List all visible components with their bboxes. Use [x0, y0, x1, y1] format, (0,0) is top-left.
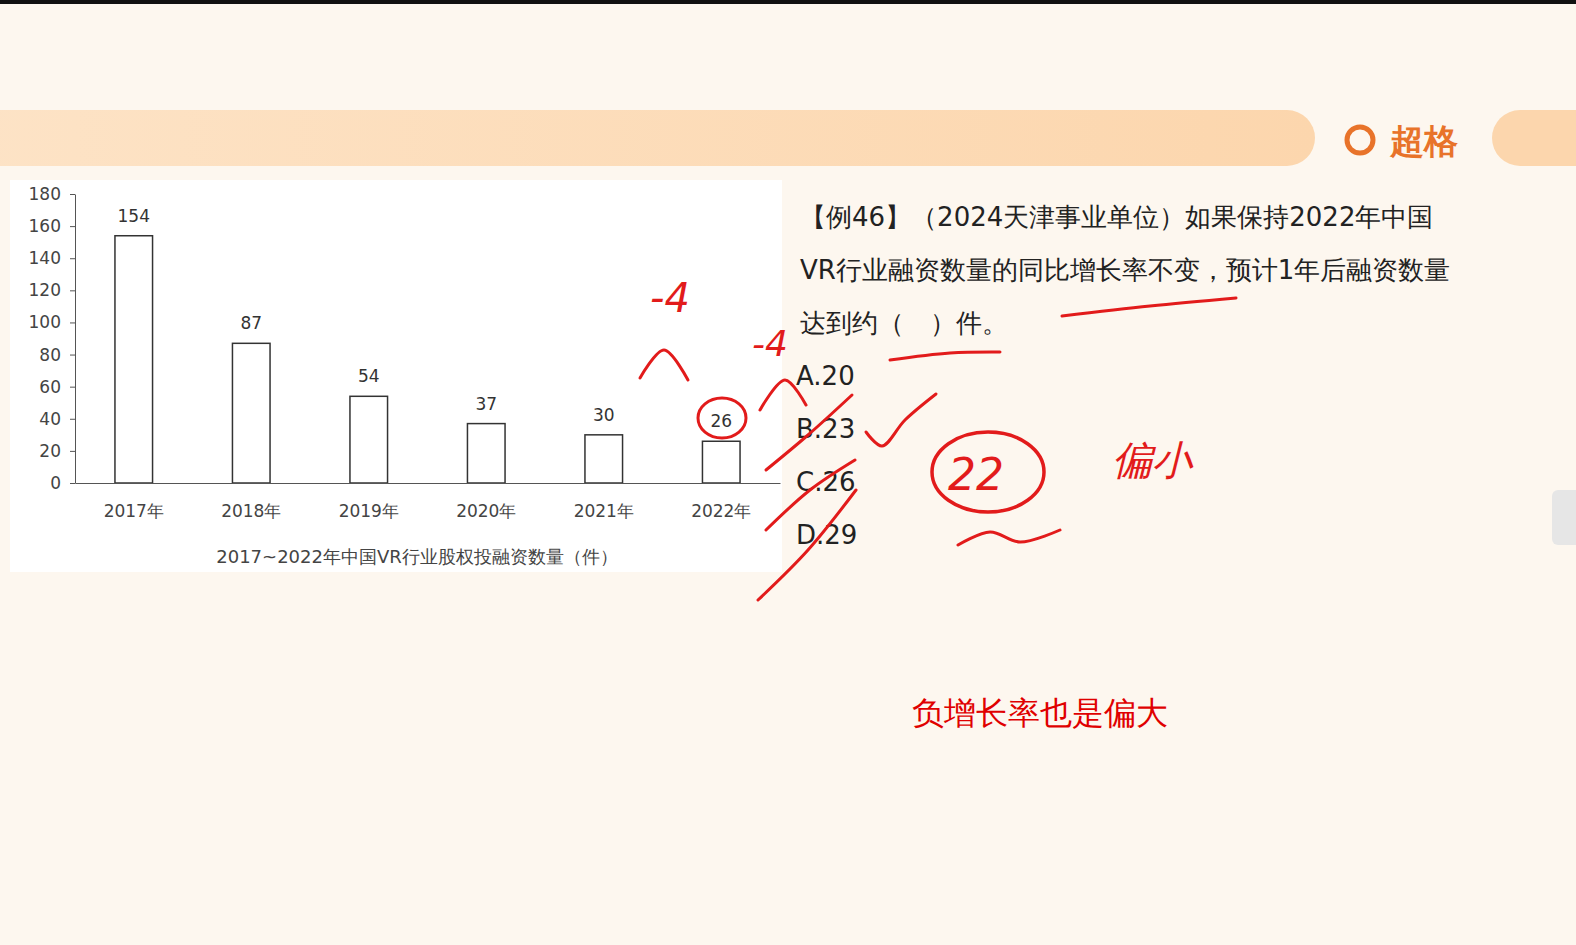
question-line: 达到约（ ）件。 — [800, 308, 1008, 338]
y-tick-mark — [70, 355, 75, 356]
handwritten-circle — [698, 398, 746, 438]
handwritten-stroke — [1062, 298, 1236, 316]
data-label: 37 — [475, 394, 497, 414]
data-label: 154 — [118, 206, 150, 226]
y-tick-mark — [70, 258, 75, 259]
banner — [0, 110, 1315, 166]
y-tick: 160 — [29, 216, 75, 236]
x-tick: 2019年 — [339, 501, 399, 521]
handwritten-text: -4 — [650, 275, 690, 321]
y-tick-mark — [70, 451, 75, 452]
handwritten-stroke — [766, 460, 855, 530]
logo: 超格 — [1389, 121, 1458, 161]
y-tick-mark — [70, 194, 75, 195]
y-tick-label: 20 — [39, 441, 61, 461]
x-tick-label: 2017年 — [104, 501, 164, 521]
x-tick-label: 2022年 — [691, 501, 751, 521]
handwritten-circle — [932, 432, 1044, 512]
y-tick: 100 — [29, 312, 75, 332]
side-tab — [1552, 490, 1576, 545]
data-labels: 154 87 54 37 30 26 — [118, 206, 733, 432]
y-tick: 140 — [29, 248, 75, 268]
y-tick: 20 — [39, 441, 75, 461]
chart-background — [10, 180, 782, 572]
y-tick-label: 120 — [29, 280, 61, 300]
question-line: 【例46】（2024天津事业单位）如果保持2022年中国 — [800, 202, 1433, 232]
y-tick-label: 160 — [29, 216, 61, 236]
y-axis-line — [75, 195, 76, 484]
data-label: 26 — [710, 411, 732, 431]
y-tick: 40 — [39, 409, 75, 429]
x-tick-label: 2019年 — [339, 501, 399, 521]
x-tick: 2018年 — [221, 501, 281, 521]
y-tick-label: 100 — [29, 312, 61, 332]
y-tick-mark — [70, 226, 75, 227]
y-tick-label: 40 — [39, 409, 61, 429]
y-tick-label: 80 — [39, 344, 61, 364]
bar — [702, 441, 740, 483]
x-tick-label: 2018年 — [221, 501, 281, 521]
y-tick-mark — [70, 419, 75, 420]
question-line: VR行业融资数量的同比增长率不变，预计1年后融资数量 — [800, 255, 1450, 285]
x-tick: 2020年 — [456, 501, 516, 521]
y-tick: 80 — [39, 344, 75, 364]
handwritten-stroke — [766, 395, 852, 470]
handwritten-stroke — [760, 380, 806, 410]
chart-title: 2017~2022年中国VR行业股权投融资数量（件） — [216, 546, 618, 567]
x-tick-label: 2020年 — [456, 501, 516, 521]
x-tick: 2022年 — [691, 501, 751, 521]
bar — [232, 343, 270, 483]
y-tick-label: 140 — [29, 248, 61, 268]
bar — [115, 236, 153, 483]
x-axis: 2017年 2018年 2019年 2020年 2021年 2022年 — [76, 484, 781, 522]
logo-icon — [1347, 127, 1373, 153]
handwritten-stroke — [758, 490, 856, 600]
banner-tab — [1492, 110, 1576, 166]
handwritten-text: 22 — [948, 449, 1004, 500]
y-tick-mark — [70, 322, 75, 323]
note: 负增长率也是偏大 — [912, 694, 1168, 732]
y-tick-mark — [70, 387, 75, 388]
handwritten-stroke — [958, 530, 1060, 545]
option: A.20 — [796, 361, 855, 391]
data-label: 87 — [240, 313, 262, 333]
y-tick: 60 — [39, 377, 75, 397]
bar — [585, 435, 623, 483]
y-tick: 180 — [29, 184, 75, 204]
handwritten-text: -4 — [752, 323, 788, 364]
y-tick-mark — [70, 290, 75, 291]
page: 超格 0 20 40 60 80 100 120 140 160 180 2017年 2018年 2019… — [0, 0, 1576, 945]
y-axis: 0 20 40 60 80 100 120 140 160 180 — [29, 184, 76, 493]
y-tick-label: 60 — [39, 377, 61, 397]
x-tick: 2021年 — [574, 501, 634, 521]
x-tick-label: 2021年 — [574, 501, 634, 521]
y-tick: 0 — [50, 473, 75, 493]
handwritten-text: 偏小 — [1112, 437, 1194, 483]
bars — [115, 236, 740, 483]
x-axis-line — [76, 483, 781, 484]
bar — [350, 396, 388, 483]
bar — [467, 424, 505, 483]
option: D.29 — [796, 520, 857, 550]
y-tick: 120 — [29, 280, 75, 300]
top-strip — [0, 0, 1576, 4]
x-tick: 2017年 — [104, 501, 164, 521]
data-label: 54 — [358, 366, 380, 386]
y-tick-label: 0 — [50, 473, 61, 493]
data-label: 30 — [593, 405, 615, 425]
handwritten-stroke — [866, 394, 936, 446]
y-tick-label: 180 — [29, 184, 61, 204]
handwritten-stroke — [640, 350, 688, 380]
y-tick-mark — [70, 483, 75, 484]
handwritten-stroke — [890, 352, 1000, 360]
